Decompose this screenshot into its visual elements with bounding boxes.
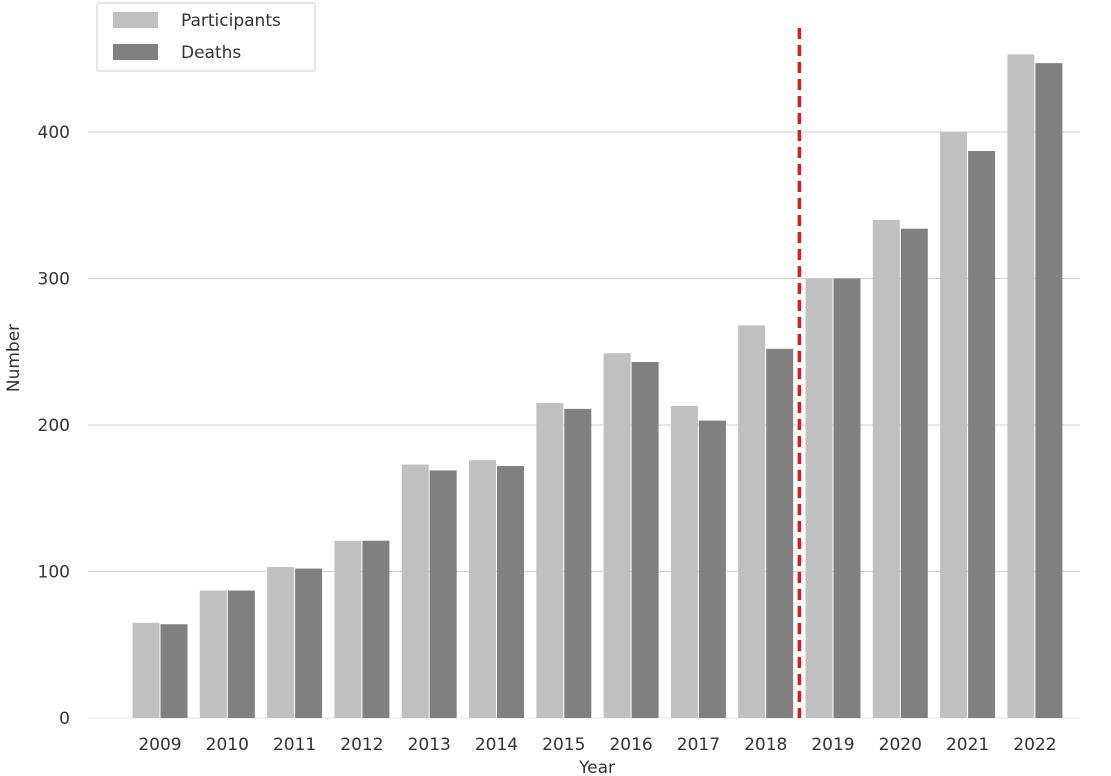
bar-participants-2018 — [738, 325, 766, 718]
bar-deaths-2014 — [497, 466, 524, 718]
x-tick-label: 2018 — [744, 735, 787, 755]
legend-swatch-participants — [113, 12, 158, 28]
x-tick-label: 2012 — [340, 735, 383, 755]
y-tick-label: 100 — [38, 563, 70, 583]
bar-deaths-2022 — [1035, 63, 1063, 718]
bar-deaths-2013 — [429, 470, 457, 718]
bars — [132, 54, 1063, 719]
bar-deaths-2016 — [631, 362, 659, 718]
x-tick-label: 2019 — [811, 735, 854, 755]
bar-participants-2016 — [603, 353, 631, 718]
legend: Participants Deaths — [96, 2, 316, 72]
bar-participants-2013 — [401, 464, 429, 718]
bar-participants-2010 — [199, 590, 227, 718]
bar-participants-2011 — [267, 567, 295, 718]
x-tick-label: 2021 — [946, 735, 989, 755]
bar-deaths-2011 — [295, 568, 323, 718]
bar-participants-2012 — [334, 540, 362, 718]
bar-participants-2022 — [1007, 54, 1035, 719]
x-axis-ticks: 2009 2010 2011 2012 2013 2014 2015 2016 2017 2018… — [138, 735, 1056, 755]
bar-deaths-2012 — [362, 540, 390, 718]
x-tick-label: 2017 — [677, 735, 720, 755]
bar-deaths-2020 — [900, 228, 928, 718]
x-axis-title: Year — [578, 758, 615, 776]
x-tick-label: 2016 — [609, 735, 652, 755]
bar-participants-2019 — [805, 278, 833, 718]
legend-label-deaths: Deaths — [181, 43, 241, 63]
bar-deaths-2018 — [766, 348, 794, 718]
x-tick-label: 2015 — [542, 735, 585, 755]
x-tick-label: 2009 — [138, 735, 181, 755]
x-tick-label: 2010 — [206, 735, 249, 755]
bar-participants-2017 — [670, 405, 698, 718]
bar-deaths-2010 — [227, 590, 255, 718]
bar-participants-2009 — [132, 622, 160, 718]
bar-participants-2020 — [872, 219, 900, 718]
legend-swatch-deaths — [113, 44, 158, 60]
y-axis-ticks: 0 100 200 300 400 — [38, 123, 70, 729]
bar-participants-2021 — [940, 132, 968, 718]
x-tick-label: 2022 — [1013, 735, 1056, 755]
x-tick-label: 2020 — [879, 735, 922, 755]
y-tick-label: 0 — [59, 709, 70, 729]
bar-deaths-2015 — [564, 408, 592, 718]
bar-deaths-2017 — [698, 420, 726, 718]
y-tick-label: 200 — [38, 416, 70, 436]
x-tick-label: 2014 — [475, 735, 518, 755]
y-tick-label: 300 — [38, 270, 70, 290]
x-tick-label: 2013 — [408, 735, 451, 755]
x-tick-label: 2011 — [273, 735, 316, 755]
bar-deaths-2019 — [833, 278, 861, 718]
bar-deaths-2009 — [160, 624, 188, 718]
bar-participants-2014 — [469, 460, 496, 718]
y-tick-label: 400 — [38, 123, 70, 143]
legend-label-participants: Participants — [181, 11, 281, 31]
y-axis-title: Number — [4, 324, 24, 392]
bar-participants-2015 — [536, 403, 564, 718]
bar-deaths-2021 — [968, 151, 996, 719]
